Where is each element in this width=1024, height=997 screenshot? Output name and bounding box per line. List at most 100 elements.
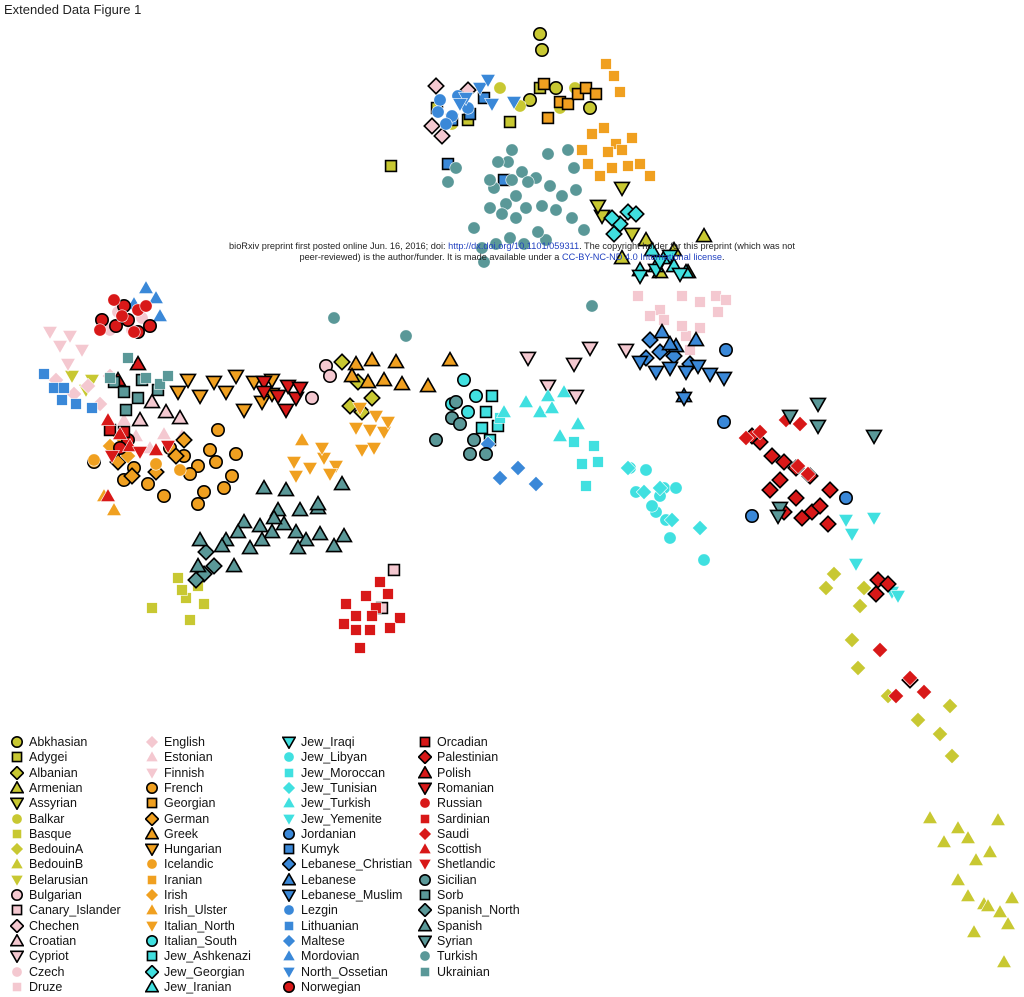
point-italian-north [354, 444, 370, 459]
series-sicilian [428, 394, 493, 461]
point-adygei [503, 115, 517, 129]
point-jew-libyan [697, 553, 711, 567]
point-scottish [112, 425, 128, 440]
point-lebanese-muslim [677, 365, 695, 382]
point-scottish [148, 441, 164, 456]
point-chechen [423, 117, 441, 135]
point-jew-tunisian [691, 519, 709, 537]
point-druze [712, 306, 724, 318]
point-iranian [616, 144, 628, 156]
point-maltese [527, 475, 545, 493]
point-ukrainian [162, 370, 174, 382]
series-chechen [423, 77, 477, 145]
point-jew-ashkenazi [485, 389, 499, 403]
point-sicilian [452, 416, 467, 431]
point-french [217, 480, 232, 495]
point-italian-north [380, 416, 396, 431]
point-palestinian [771, 471, 789, 489]
point-albanian [333, 353, 351, 371]
point-jew-tunisian [651, 479, 669, 497]
point-syrian [769, 509, 787, 526]
point-greek [363, 350, 381, 367]
series-spanish [189, 474, 353, 573]
series-bulgarian [304, 358, 337, 405]
point-abkhasian [522, 93, 537, 108]
point-ukrainian [140, 372, 152, 384]
point-albanian [363, 389, 381, 407]
point-jew-yemenite [866, 512, 882, 527]
series-spanish-north [187, 543, 223, 589]
point-iranian [582, 158, 594, 170]
point-saudi [871, 641, 889, 659]
series-lithuanian [38, 368, 98, 414]
series-georgian [537, 77, 603, 125]
point-jew-yemenite [890, 590, 906, 605]
point-north-ossetian [452, 98, 468, 113]
point-french [157, 488, 172, 503]
point-french [225, 468, 240, 483]
point-lezgin [433, 93, 447, 107]
point-spanish [251, 516, 269, 533]
point-iranian [600, 58, 612, 70]
point-croatian [171, 408, 189, 425]
point-saudi [737, 429, 755, 447]
point-spanish [213, 536, 231, 553]
point-syrian [771, 501, 789, 518]
point-abkhasian [582, 101, 597, 116]
point-finnish [42, 326, 58, 341]
point-sicilian [466, 432, 481, 447]
series-sardinian [338, 576, 406, 654]
series-jew-tunisian [619, 459, 709, 537]
series-abkhasian [522, 26, 597, 116]
point-palestinian [821, 481, 839, 499]
point-spanish [333, 474, 351, 491]
point-mordovian [152, 307, 168, 322]
point-palestinian [775, 453, 793, 471]
point-sardinian [354, 642, 366, 654]
point-turkish [549, 203, 563, 217]
point-druze [676, 320, 688, 332]
point-scottish [100, 411, 116, 426]
point-bulgarian [304, 390, 319, 405]
point-bedouinb [982, 843, 998, 858]
point-ukrainian [104, 372, 116, 384]
point-croatian [131, 410, 149, 427]
preprint-license-link[interactable]: CC-BY-NC-ND 4.0 International license [561, 252, 722, 262]
point-palestinian [793, 509, 811, 527]
point-jew-georgian [627, 205, 645, 223]
point-turkish [505, 173, 519, 187]
point-bulgarian [322, 368, 337, 383]
point-sicilian [462, 446, 477, 461]
point-belarusian [64, 370, 80, 385]
point-cypriot [581, 341, 599, 358]
point-romanian [269, 389, 287, 406]
point-druze [632, 290, 644, 302]
point-scottish [100, 487, 116, 502]
point-abkhasian [548, 81, 563, 96]
point-bedouinb [950, 819, 966, 834]
point-georgian [589, 87, 603, 101]
point-iranian [598, 122, 610, 134]
point-saudi [799, 465, 817, 483]
point-german [123, 467, 141, 485]
point-lebanese-muslim [631, 355, 649, 372]
point-norwegian [109, 318, 124, 333]
point-turkish [509, 189, 523, 203]
point-russian [127, 325, 141, 339]
preprint-doi-link[interactable]: http://dx.doi.org/10.1101/059311 [448, 241, 580, 251]
point-cypriot [519, 351, 537, 368]
point-jew-moroccan [568, 436, 580, 448]
series-north-ossetian [452, 74, 522, 113]
point-icelandic [173, 463, 187, 477]
point-russian [93, 323, 107, 337]
series-romanian [255, 375, 309, 420]
series-canary-islander [375, 563, 401, 615]
point-canary-islander [387, 563, 401, 577]
point-italian-south [468, 388, 483, 403]
point-lebanese-muslim [661, 361, 679, 378]
point-palestinian [761, 481, 779, 499]
point-cypriot [539, 379, 557, 396]
point-sicilian [428, 432, 443, 447]
series-scottish [100, 411, 164, 502]
